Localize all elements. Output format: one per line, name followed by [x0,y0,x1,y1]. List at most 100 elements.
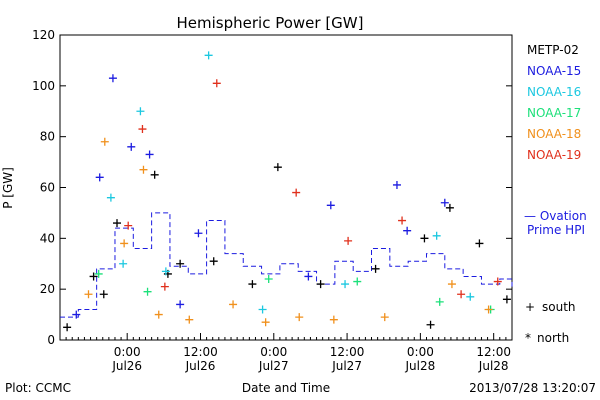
marker-legend-south-label: south [542,300,576,314]
point-noaa-18 [447,280,456,289]
point-metp-02 [426,320,435,329]
point-noaa-16 [106,193,115,202]
point-noaa-17 [435,297,444,306]
point-metp-02 [89,272,98,281]
point-noaa-19 [212,79,221,88]
plot-area-frame [59,34,513,341]
x-tick-label-time: 0:00 [114,345,141,359]
point-noaa-15 [194,229,203,238]
point-noaa-16 [341,280,350,289]
marker-legend-north-label: north [537,331,569,345]
point-noaa-15 [108,74,117,83]
point-metp-02 [150,170,159,179]
point-noaa-16 [119,259,128,268]
point-noaa-18 [380,313,389,322]
x-tick-label-date: Jul26 [185,359,216,373]
marker-legend: + south * north [525,300,576,345]
ovation-legend-line1: — Ovation [524,209,587,223]
ovation-prime-line [60,212,513,318]
point-noaa-19 [398,216,407,225]
x-tick-label-date: Jul26 [111,359,142,373]
data-points [63,51,511,332]
point-noaa-17 [143,287,152,296]
y-tick-label: 40 [40,231,55,245]
point-metp-02 [371,264,380,273]
point-noaa-16 [258,305,267,314]
x-tick-label-time: 12:00 [476,345,511,359]
point-noaa-18 [154,310,163,319]
point-noaa-18 [295,313,304,322]
point-noaa-16 [204,51,213,60]
point-noaa-15 [95,173,104,182]
legend-entry: NOAA-15 [527,64,581,78]
point-metp-02 [63,323,72,332]
point-noaa-17 [94,269,103,278]
point-metp-02 [248,280,257,289]
point-noaa-15 [440,198,449,207]
legend-entry: NOAA-16 [527,85,581,99]
y-tick-label: 20 [40,282,55,296]
point-noaa-19 [124,221,133,230]
point-noaa-19 [160,282,169,291]
point-noaa-17 [264,275,273,283]
point-noaa-18 [100,137,109,146]
point-noaa-17 [353,277,362,286]
legend-entry: NOAA-17 [527,106,581,120]
point-noaa-15 [326,201,335,210]
ovation-series-line [60,212,513,318]
legend-entry: METP-02 [527,43,579,57]
point-noaa-18 [120,239,129,248]
marker-legend-south-symbol: + [525,300,535,314]
point-noaa-15 [403,226,412,235]
point-noaa-16 [466,292,475,301]
point-noaa-19 [292,188,301,197]
point-metp-02 [176,259,185,268]
point-noaa-18 [185,315,194,324]
x-tick-label-date: Jul27 [331,359,362,373]
point-noaa-18 [229,300,238,309]
point-noaa-19 [138,125,147,134]
point-noaa-18 [329,315,338,324]
x-tick-label-date: Jul28 [405,359,436,373]
x-tick-label-date: Jul27 [258,359,289,373]
point-noaa-16 [136,107,145,116]
point-metp-02 [273,163,282,172]
point-noaa-15 [72,310,81,319]
chart-title: Hemispheric Power [GW] [177,14,364,32]
point-noaa-19 [457,290,466,299]
legend-entry: NOAA-18 [527,127,581,141]
point-metp-02 [420,234,429,243]
point-noaa-18 [84,290,93,299]
legend-entry: NOAA-19 [527,148,581,162]
y-axis: 0 20 40 60 80 100 120 [32,28,512,347]
x-tick-label-date: Jul28 [478,359,509,373]
y-tick-label: 120 [32,28,55,42]
y-tick-label: 100 [32,79,55,93]
point-metp-02 [502,295,511,304]
point-metp-02 [113,219,122,228]
point-noaa-15 [127,142,136,151]
point-noaa-18 [139,165,148,174]
y-tick-label: 60 [40,181,55,195]
x-tick-label-time: 12:00 [330,345,365,359]
x-tick-label-time: 0:00 [407,345,434,359]
marker-legend-north-symbol: * [525,331,531,345]
point-noaa-15 [304,272,313,281]
x-axis: 0:00Jul2612:00Jul260:00Jul2712:00Jul270:… [59,333,513,373]
point-noaa-19 [493,277,502,286]
point-metp-02 [445,203,454,212]
plot-source: Plot: CCMC [5,381,71,395]
point-metp-02 [99,290,108,299]
ovation-legend-line2: Prime HPI [527,223,585,237]
plot-timestamp: 2013/07/28 13:20:07 [469,381,596,395]
point-metp-02 [209,257,218,266]
y-axis-label: P [GW] [1,167,15,209]
x-tick-label-time: 0:00 [260,345,287,359]
x-axis-label: Date and Time [242,381,330,395]
point-noaa-18 [484,305,493,314]
legend: METP-02 NOAA-15 NOAA-16 NOAA-17 NOAA-18 NOAA-… [527,43,581,162]
y-tick-label: 0 [47,333,55,347]
y-tick-label: 80 [40,130,55,144]
point-noaa-16 [432,231,441,240]
